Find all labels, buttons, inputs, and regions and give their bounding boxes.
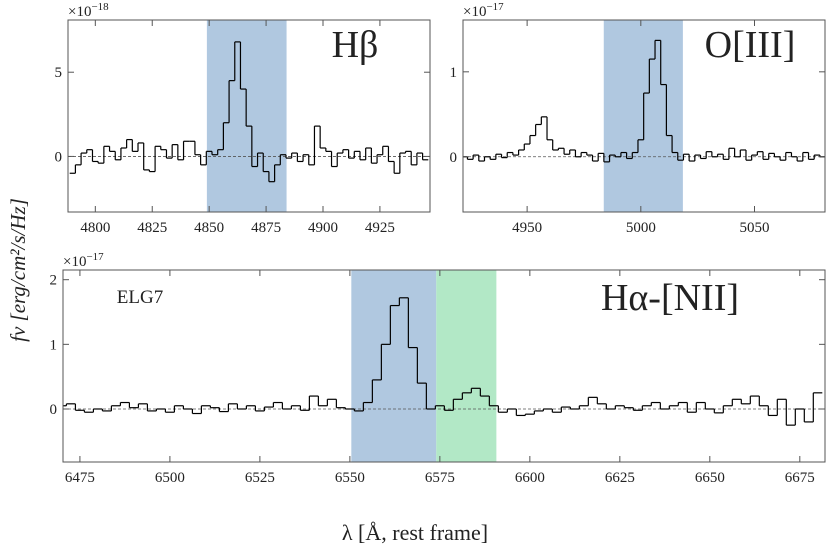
x-tick-label: 4875	[251, 220, 281, 236]
y-tick-label: 0	[55, 149, 63, 165]
highlight-band	[351, 270, 437, 462]
x-tick-label: 6650	[695, 470, 725, 486]
plot-area	[463, 20, 825, 212]
annotation: Hα-[NII]	[601, 277, 739, 319]
y-tick-label: 1	[50, 337, 58, 353]
frame	[462, 19, 826, 213]
y-scale-exponent: −17	[86, 251, 104, 263]
x-tick-label: 4900	[308, 220, 338, 236]
x-tick-label: 6675	[785, 470, 815, 486]
x-tick-label: 6475	[65, 470, 95, 486]
y-scale-label: ×10−17	[63, 251, 104, 270]
y-scale-label: ×10−17	[463, 1, 504, 20]
annotation: O[III]	[705, 24, 796, 66]
y-scale-exponent: −17	[486, 1, 504, 13]
plot-area	[68, 20, 430, 212]
x-tick-label: 4850	[194, 220, 224, 236]
x-tick-label: 4925	[365, 220, 395, 236]
y-tick-label: 0	[450, 150, 458, 166]
y-tick-label: 0	[50, 402, 58, 418]
x-tick-label: 5050	[740, 220, 770, 236]
x-tick-label: 6575	[425, 470, 455, 486]
frame	[67, 19, 431, 213]
y-scale-base: ×10	[68, 4, 91, 20]
y-tick-label: 2	[50, 273, 58, 289]
y-tick-label: 1	[450, 65, 458, 81]
x-tick-label: 5000	[626, 220, 656, 236]
x-tick-label: 4950	[512, 220, 542, 236]
x-tick-label: 6625	[605, 470, 635, 486]
x-tick-label: 6600	[515, 470, 545, 486]
x-tick-label: 6550	[335, 470, 365, 486]
panel-label: ELG7	[117, 287, 163, 308]
x-tick-label: 6525	[245, 470, 275, 486]
y-scale-base: ×10	[463, 4, 486, 20]
y-axis-label: fν [erg/cm²/s/Hz]	[6, 198, 30, 342]
y-scale-label: ×10−18	[68, 1, 109, 20]
frame	[62, 269, 826, 463]
x-axis-label: λ [Å, rest frame]	[342, 520, 488, 545]
highlight-band	[436, 270, 497, 462]
plot-area	[63, 270, 825, 462]
x-tick-label: 4800	[80, 220, 110, 236]
y-scale-base: ×10	[63, 254, 86, 270]
y-scale-exponent: −18	[91, 1, 109, 13]
x-tick-label: 4825	[137, 220, 167, 236]
annotation: Hβ	[332, 24, 379, 66]
y-tick-label: 5	[55, 65, 63, 81]
x-tick-label: 6500	[155, 470, 185, 486]
